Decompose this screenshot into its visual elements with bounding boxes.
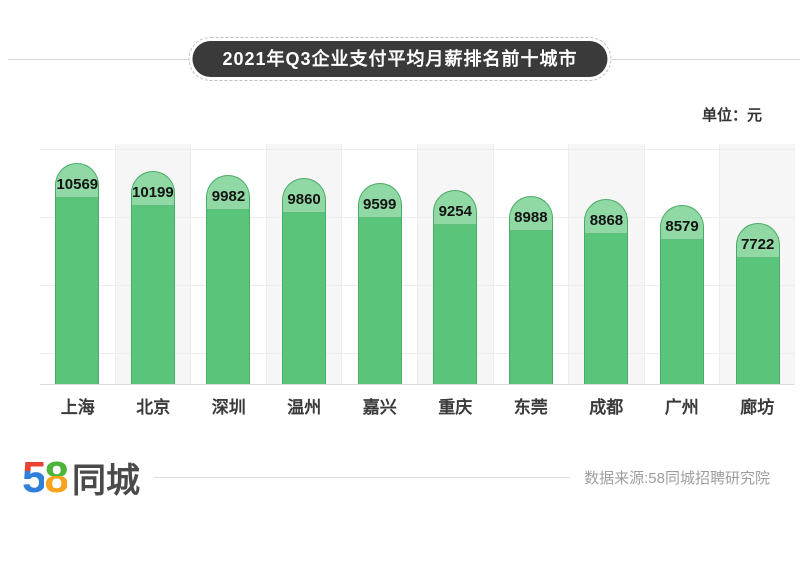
chart-column: 10569 [40, 144, 115, 384]
city-label: 成都 [589, 397, 624, 417]
page-title: 2021年Q3企业支付平均月薪排名前十城市 [192, 41, 608, 77]
bar-value-label: 8579 [665, 218, 699, 235]
bar-value-label: 10569 [56, 176, 99, 193]
logo-digit-8: 8 [44, 453, 69, 502]
infographic-page: 2021年Q3企业支付平均月薪排名前十城市 单位：元 10569 10199 998… [0, 37, 800, 569]
city-label: 嘉兴 [362, 397, 397, 417]
logo-digit-5: 5 [22, 453, 47, 502]
bar-value-label: 9599 [362, 196, 397, 213]
title-section: 2021年Q3企业支付平均月薪排名前十城市 [0, 37, 800, 81]
bar: 8868 [584, 199, 629, 384]
footer-divider-line [153, 477, 571, 478]
bar-value-label: 9860 [287, 191, 321, 208]
bar: 8579 [660, 205, 705, 384]
x-axis-labels: 上海 北京 深圳 温州 嘉兴 重庆 东莞 成都 广州 廊坊 [40, 385, 795, 425]
bar: 9982 [206, 175, 251, 384]
unit-label: 单位：元 [701, 107, 762, 124]
chart-column: 8988 [492, 144, 569, 384]
chart-column: 7722 [719, 144, 795, 384]
bar-rounded-cap [283, 179, 326, 213]
chart-column: 8579 [643, 144, 720, 384]
city-label: 广州 [664, 397, 699, 417]
title-pill-dashed-border: 2021年Q3企业支付平均月薪排名前十城市 [188, 37, 612, 81]
city-label: 北京 [136, 397, 171, 417]
bar-rounded-cap [56, 164, 99, 198]
city-label: 温州 [287, 397, 322, 417]
chart-column: 9254 [416, 144, 493, 384]
logo-58tongcheng: 5 8 同城 [22, 453, 140, 502]
bar: 9860 [282, 178, 327, 384]
bar-value-label: 10199 [132, 184, 174, 201]
city-label: 深圳 [211, 397, 246, 417]
chart-column: 9860 [265, 144, 342, 384]
bar-rounded-cap [661, 206, 704, 240]
bar: 10569 [55, 163, 100, 384]
bar-value-label: 7722 [740, 236, 775, 253]
bar: 7722 [735, 223, 780, 384]
chart-column: 8868 [568, 144, 644, 384]
bar-rounded-cap [131, 172, 174, 206]
bar-rounded-cap [509, 197, 552, 231]
bar: 8988 [508, 196, 553, 384]
chart-column: 9982 [190, 144, 266, 384]
chart-column: 9599 [341, 144, 417, 384]
bar: 10199 [130, 171, 175, 384]
bar-rounded-cap [736, 224, 779, 258]
bar-value-label: 9982 [211, 188, 246, 205]
chart-column: 10199 [114, 144, 191, 384]
bar-rounded-cap [358, 184, 401, 218]
footer: 5 8 同城 数据来源:58同城招聘研究院 [0, 453, 800, 502]
city-label: 廊坊 [740, 397, 775, 417]
bar-rounded-cap [207, 176, 250, 210]
logo-text-tongcheng: 同城 [71, 462, 140, 500]
bar-value-label: 9254 [438, 203, 472, 220]
bar-value-label: 8988 [514, 209, 548, 226]
data-source-label: 数据来源:58同城招聘研究院 [584, 470, 770, 487]
bar-rounded-cap [434, 191, 477, 225]
bar-value-label: 8868 [589, 212, 624, 229]
city-label: 上海 [60, 397, 95, 417]
city-label: 重庆 [438, 397, 473, 417]
bar: 9254 [433, 190, 478, 384]
city-label: 东莞 [513, 397, 548, 417]
bar: 9599 [357, 183, 402, 384]
bar-chart-plot-area: 10569 10199 9982 9860 9599 9254 8988 8868 8579 77… [40, 144, 795, 385]
